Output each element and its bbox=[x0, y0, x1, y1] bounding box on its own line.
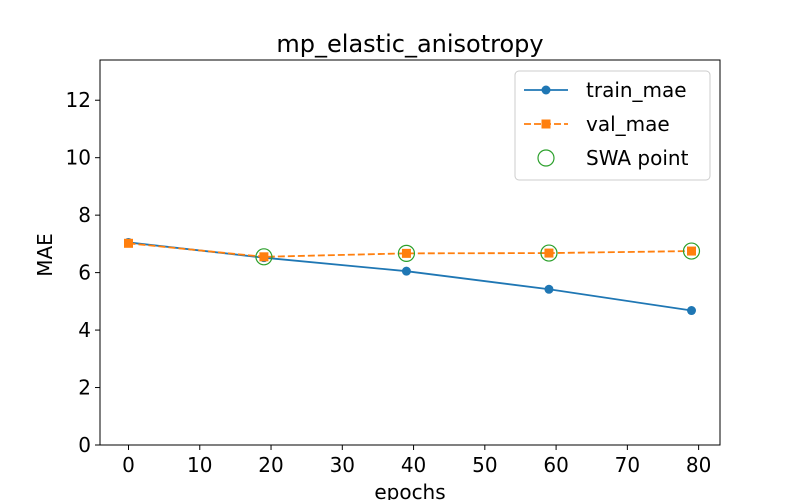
x-tick-label: 70 bbox=[615, 453, 640, 477]
x-tick-label: 50 bbox=[472, 453, 497, 477]
x-tick-label: 60 bbox=[543, 453, 568, 477]
legend-label: val_mae bbox=[586, 112, 670, 136]
series-swa-point bbox=[255, 242, 701, 266]
y-tick-label: 0 bbox=[78, 433, 91, 457]
y-tick-label: 10 bbox=[66, 146, 91, 170]
x-axis: 0 10 20 30 40 50 60 70 80 bbox=[122, 445, 711, 477]
series-layer bbox=[124, 237, 701, 316]
data-point bbox=[401, 266, 411, 276]
swa-point-marker bbox=[397, 244, 416, 262]
legend-entry: val_mae bbox=[524, 112, 670, 136]
chart-title: mp_elastic_anisotropy bbox=[276, 30, 543, 58]
data-point bbox=[544, 248, 554, 258]
y-tick-label: 6 bbox=[78, 261, 91, 285]
x-tick-label: 10 bbox=[187, 453, 212, 477]
legend: train_mae val_mae SWA point bbox=[514, 70, 711, 181]
x-tick-label: 0 bbox=[122, 453, 135, 477]
x-tick-label: 30 bbox=[330, 453, 355, 477]
x-tick-label: 20 bbox=[258, 453, 283, 477]
legend-box bbox=[514, 70, 711, 181]
data-point bbox=[401, 248, 411, 258]
data-point bbox=[124, 238, 134, 248]
y-tick-label: 4 bbox=[78, 318, 91, 342]
legend-label: train_mae bbox=[586, 78, 687, 102]
x-tick-label: 40 bbox=[401, 453, 426, 477]
legend-entry: train_mae bbox=[524, 78, 687, 102]
legend-marker bbox=[541, 85, 551, 95]
swa-point-marker bbox=[540, 244, 558, 262]
axes-frame bbox=[99, 59, 721, 446]
swa-point-marker bbox=[682, 242, 701, 260]
series-line bbox=[128, 242, 692, 258]
legend-marker bbox=[537, 149, 555, 167]
data-point bbox=[686, 306, 696, 316]
legend-entry: SWA point bbox=[537, 146, 689, 170]
y-tick-label: 8 bbox=[78, 203, 91, 227]
series-val-mae bbox=[124, 238, 696, 262]
data-point bbox=[259, 252, 269, 262]
data-point bbox=[544, 284, 554, 294]
legend-marker bbox=[541, 119, 551, 129]
y-tick-label: 2 bbox=[78, 376, 91, 400]
y-tick-label: 12 bbox=[66, 88, 91, 112]
x-tick-label: 80 bbox=[686, 453, 711, 477]
swa-point-marker bbox=[255, 248, 273, 266]
y-axis-label: MAE bbox=[33, 233, 57, 277]
legend-label: SWA point bbox=[586, 146, 689, 170]
y-axis: 0 2 4 6 8 10 12 bbox=[66, 88, 100, 457]
x-axis-label: epochs bbox=[374, 480, 445, 500]
data-point bbox=[686, 246, 696, 256]
